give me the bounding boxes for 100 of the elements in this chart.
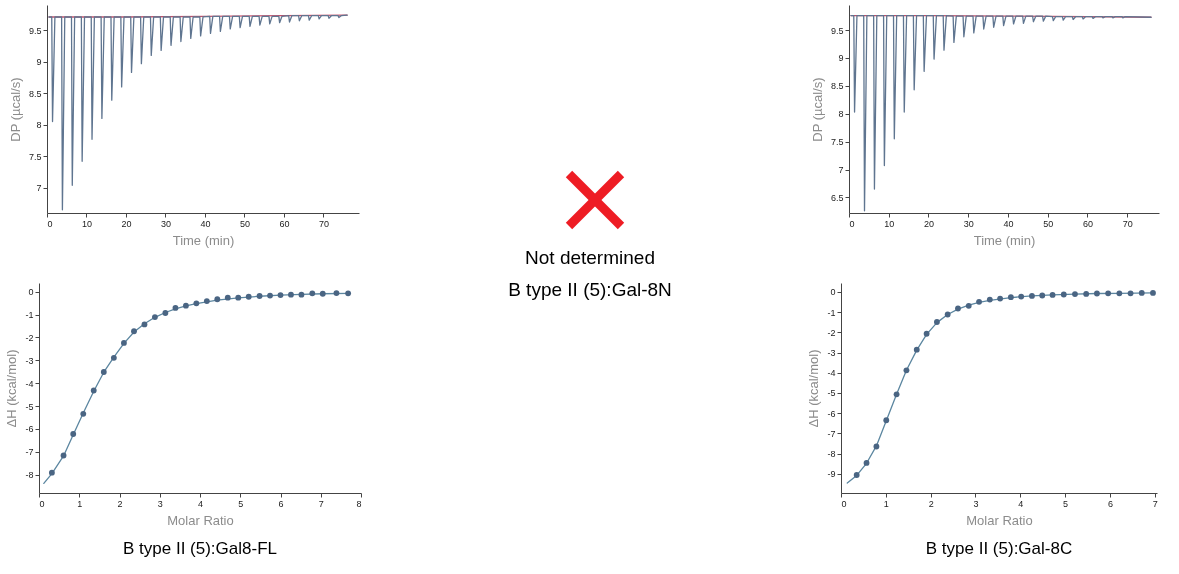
y-tick-label: 6.5 bbox=[830, 192, 844, 203]
y-tick-label: 0 bbox=[28, 287, 34, 298]
point bbox=[245, 293, 252, 300]
x-axis-title: Time (min) bbox=[172, 232, 235, 248]
point bbox=[141, 321, 148, 328]
y-axis-title: DP (µcal/s) bbox=[809, 77, 825, 142]
point bbox=[873, 443, 880, 450]
x-tick-label: 2 bbox=[117, 498, 123, 509]
x-tick-label: 40 bbox=[200, 218, 211, 229]
point bbox=[1018, 293, 1025, 300]
point bbox=[152, 314, 158, 320]
text: B type II (5):Gal-8N bbox=[508, 279, 672, 300]
y-tick-label: -2 bbox=[827, 327, 836, 338]
x-tick-label: 20 bbox=[923, 218, 934, 229]
x-tick-label: 70 bbox=[1122, 218, 1133, 229]
point bbox=[1105, 290, 1112, 297]
y-tick-label: 9.5 bbox=[830, 25, 844, 36]
y-tick-label: -8 bbox=[25, 470, 34, 481]
point bbox=[934, 319, 940, 325]
point bbox=[997, 295, 1004, 302]
x-axis-title: Time (min) bbox=[973, 232, 1036, 248]
point bbox=[333, 290, 340, 296]
y-tick-label: 7.5 bbox=[830, 137, 844, 148]
point bbox=[883, 417, 890, 424]
point bbox=[235, 294, 242, 301]
point bbox=[80, 410, 87, 417]
x-tick-label: 70 bbox=[318, 218, 329, 229]
point bbox=[162, 310, 169, 316]
point bbox=[923, 330, 930, 337]
x-tick-label: 8 bbox=[356, 498, 362, 509]
point bbox=[965, 302, 972, 309]
x-tick-label: 10 bbox=[884, 218, 895, 229]
text: B type II (5):Gal-8C bbox=[925, 539, 1073, 558]
point bbox=[955, 305, 961, 312]
y-tick-label: -8 bbox=[827, 449, 836, 460]
y-tick-label: 8 bbox=[838, 109, 844, 120]
point bbox=[48, 469, 55, 476]
point bbox=[1007, 294, 1014, 301]
point bbox=[1060, 291, 1067, 298]
y-tick-label: -9 bbox=[827, 469, 836, 480]
point bbox=[1049, 292, 1056, 298]
point bbox=[986, 296, 993, 303]
y-tick-label: 8 bbox=[36, 120, 42, 131]
point bbox=[110, 354, 117, 361]
point bbox=[1127, 290, 1134, 297]
x-tick-label: 4 bbox=[197, 498, 204, 509]
point bbox=[853, 472, 860, 478]
point bbox=[309, 290, 316, 297]
x-tick-label: 50 bbox=[1043, 218, 1054, 229]
point bbox=[1094, 290, 1100, 297]
line-series bbox=[48, 14, 348, 211]
point bbox=[183, 302, 189, 309]
x-tick-label: 60 bbox=[1082, 218, 1093, 229]
x-tick-label: 4 bbox=[1018, 498, 1024, 509]
point bbox=[172, 305, 179, 311]
x-tick-label: 3 bbox=[973, 498, 979, 509]
x-tick-label: 1 bbox=[883, 498, 889, 509]
x-tick-label: 60 bbox=[279, 218, 290, 229]
point bbox=[90, 387, 97, 394]
y-tick-label: -1 bbox=[25, 310, 34, 321]
point bbox=[277, 292, 284, 299]
x-tick-label: 40 bbox=[1003, 218, 1014, 229]
point bbox=[976, 298, 982, 305]
point bbox=[1150, 289, 1156, 296]
x-tick-label: 5 bbox=[238, 498, 244, 509]
y-tick-label: 9.5 bbox=[28, 25, 42, 36]
y-tick-label: -6 bbox=[25, 424, 34, 435]
point bbox=[121, 340, 127, 346]
x-tick-label: 20 bbox=[121, 218, 132, 229]
x-tick-label: 6 bbox=[278, 498, 284, 509]
point bbox=[203, 298, 210, 304]
point bbox=[224, 294, 231, 301]
point bbox=[100, 369, 107, 375]
point bbox=[863, 459, 870, 466]
point bbox=[60, 452, 67, 459]
x-axis-title: Molar Ratio bbox=[167, 512, 234, 528]
y-tick-label: -2 bbox=[25, 332, 34, 343]
point bbox=[256, 293, 263, 299]
point bbox=[1116, 290, 1123, 297]
y-tick-label: -1 bbox=[827, 307, 836, 318]
x-tick-label: 50 bbox=[239, 218, 250, 229]
x-tick-label: 1 bbox=[77, 498, 83, 509]
y-tick-label: 9 bbox=[838, 53, 844, 64]
x-tick-label: 5 bbox=[1063, 498, 1069, 509]
y-tick-label: 9 bbox=[36, 57, 42, 68]
y-tick-label: -7 bbox=[25, 447, 34, 458]
point bbox=[319, 290, 326, 297]
point bbox=[913, 346, 920, 353]
y-axis-title: DP (µcal/s) bbox=[7, 77, 23, 142]
x-tick-label: 3 bbox=[157, 498, 163, 509]
x-tick-label: 30 bbox=[160, 218, 171, 229]
y-tick-label: 0 bbox=[830, 287, 836, 298]
x-tick-label: 7 bbox=[1152, 498, 1158, 509]
x-tick-label: 0 bbox=[47, 218, 53, 229]
x-tick-label: 0 bbox=[849, 218, 855, 229]
y-tick-label: 8.5 bbox=[28, 88, 42, 99]
y-tick-label: -5 bbox=[25, 401, 34, 412]
point bbox=[214, 296, 221, 303]
y-tick-label: -3 bbox=[25, 355, 34, 366]
y-tick-label: -5 bbox=[827, 388, 836, 399]
